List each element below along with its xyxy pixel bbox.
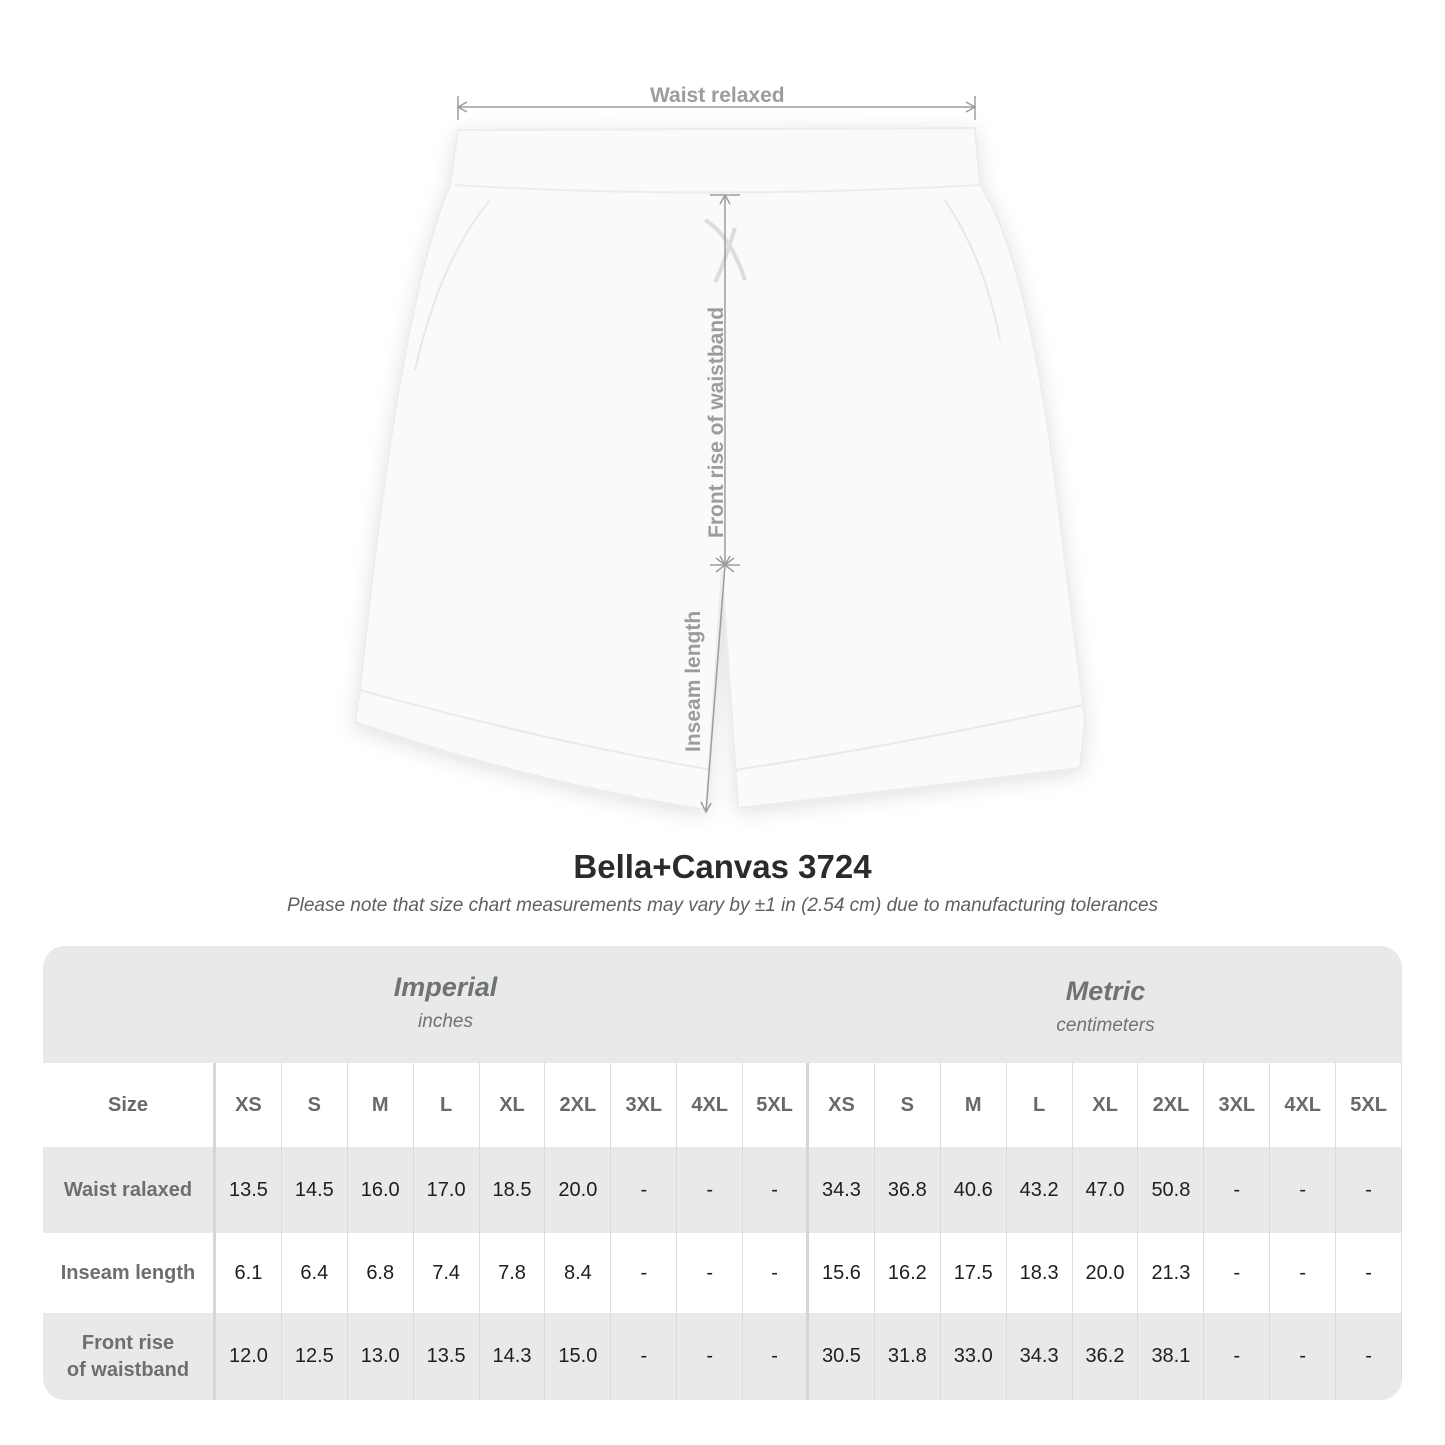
metric-value-cell: 18.3 xyxy=(1007,1233,1073,1313)
imperial-value-cell: 13.5 xyxy=(216,1147,282,1233)
tolerance-note: Please note that size chart measurements… xyxy=(286,895,1159,916)
metric-value-cell: 33.0 xyxy=(941,1313,1007,1400)
metric-size-2xl: 2XL xyxy=(1138,1063,1205,1147)
metric-value-cell: 31.8 xyxy=(875,1313,941,1400)
imperial-size-2xl: 2XL xyxy=(545,1063,612,1147)
imperial-value-cell: 6.8 xyxy=(348,1233,414,1313)
metric-value-cell: - xyxy=(1270,1313,1337,1400)
metric-value-cell: 36.2 xyxy=(1073,1313,1139,1400)
imperial-size-m: M xyxy=(348,1063,414,1147)
metric-value-cell: 36.8 xyxy=(875,1147,941,1233)
metric-size-xs: XS xyxy=(809,1063,875,1147)
metric-value-cell: - xyxy=(1336,1233,1402,1313)
size-header-row: Size XS S M L XL 2XL 3XL 4XL 5XL XS S M L XL 2XL 3XL 4XL 5… xyxy=(43,1063,1402,1147)
inseam-dimension-line xyxy=(700,564,726,814)
table-row: Inseam length 6.1 6.4 6.8 7.4 7.8 8.4- - -15.6 16… xyxy=(43,1233,1402,1313)
metric-value-cell: 47.0 xyxy=(1073,1147,1139,1233)
imperial-value-cell: - xyxy=(677,1147,744,1233)
imperial-value-cell: 12.0 xyxy=(216,1313,282,1400)
metric-size-5xl: 5XL xyxy=(1336,1063,1402,1147)
imperial-size-xl: XL xyxy=(480,1063,546,1147)
inseam-length-label: Inseam length xyxy=(682,610,705,752)
waist-relaxed-label: Waist relaxed xyxy=(650,84,785,107)
imperial-size-xs: XS xyxy=(216,1063,282,1147)
imperial-value-cell: 18.5 xyxy=(480,1147,546,1233)
metric-value-cell: - xyxy=(1270,1147,1337,1233)
metric-title: Metric xyxy=(1065,976,1146,1006)
size-chart-table: Imperial inches Metric centimeters Size X… xyxy=(43,946,1402,1400)
metric-value-cell: 34.3 xyxy=(1007,1313,1073,1400)
metric-size-s: S xyxy=(875,1063,941,1147)
metric-value-cell: 40.6 xyxy=(941,1147,1007,1233)
metric-value-cell: 38.1 xyxy=(1138,1313,1205,1400)
imperial-value-cell: - xyxy=(677,1313,744,1400)
imperial-value-cell: 14.3 xyxy=(480,1313,546,1400)
imperial-value-cell: 20.0 xyxy=(545,1147,612,1233)
imperial-value-cell: 7.4 xyxy=(414,1233,480,1313)
metric-unit: centimeters xyxy=(1056,1015,1155,1036)
waist-dimension-line xyxy=(456,96,977,120)
metric-value-cell: - xyxy=(1336,1313,1402,1400)
metric-value-cell: 17.5 xyxy=(941,1233,1007,1313)
imperial-value-cell: 16.0 xyxy=(348,1147,414,1233)
metric-value-cell: - xyxy=(1204,1233,1271,1313)
metric-value-cell: 21.3 xyxy=(1138,1233,1205,1313)
imperial-value-cell: 12.5 xyxy=(282,1313,348,1400)
imperial-value-cell: - xyxy=(743,1147,810,1233)
imperial-value-cell: - xyxy=(611,1147,678,1233)
imperial-value-cell: 6.1 xyxy=(216,1233,282,1313)
imperial-value-cell: 6.4 xyxy=(282,1233,348,1313)
imperial-size-3xl: 3XL xyxy=(611,1063,678,1147)
imperial-value-cell: 7.8 xyxy=(480,1233,546,1313)
table-row: Front rise of waistband 12.0 12.5 13.0 13.5 1… xyxy=(43,1313,1402,1400)
metric-header: Metric centimeters xyxy=(809,976,1402,1037)
imperial-value-cell: 15.0 xyxy=(545,1313,612,1400)
metric-value-cell: 34.3 xyxy=(809,1147,875,1233)
metric-value-cell: 50.8 xyxy=(1138,1147,1205,1233)
row-label: Waist ralaxed xyxy=(43,1147,216,1233)
metric-size-4xl: 4XL xyxy=(1270,1063,1337,1147)
imperial-value-cell: 14.5 xyxy=(282,1147,348,1233)
imperial-header: Imperial inches xyxy=(216,972,675,1033)
metric-value-cell: 30.5 xyxy=(809,1313,875,1400)
imperial-value-cell: 13.5 xyxy=(414,1313,480,1400)
metric-size-m: M xyxy=(941,1063,1007,1147)
metric-value-cell: - xyxy=(1204,1147,1271,1233)
imperial-value-cell: - xyxy=(611,1233,678,1313)
size-column-label: Size xyxy=(43,1063,216,1147)
metric-size-3xl: 3XL xyxy=(1204,1063,1271,1147)
imperial-value-cell: - xyxy=(677,1233,744,1313)
imperial-size-s: S xyxy=(282,1063,348,1147)
metric-value-cell: 16.2 xyxy=(875,1233,941,1313)
metric-value-cell: - xyxy=(1336,1147,1402,1233)
page-title: Bella+Canvas 3724 xyxy=(573,848,872,885)
imperial-size-l: L xyxy=(414,1063,480,1147)
shorts-illustration xyxy=(353,96,1087,814)
imperial-value-cell: 17.0 xyxy=(414,1147,480,1233)
metric-value-cell: 15.6 xyxy=(809,1233,875,1313)
metric-value-cell: - xyxy=(1270,1233,1337,1313)
front-rise-label: Front rise of waistband xyxy=(705,306,728,538)
imperial-value-cell: 13.0 xyxy=(348,1313,414,1400)
imperial-value-cell: - xyxy=(611,1313,678,1400)
metric-size-xl: XL xyxy=(1073,1063,1139,1147)
imperial-size-4xl: 4XL xyxy=(677,1063,744,1147)
metric-value-cell: - xyxy=(1204,1313,1271,1400)
imperial-unit: inches xyxy=(418,1011,473,1032)
unit-system-header: Imperial inches Metric centimeters xyxy=(43,946,1402,1063)
row-label: Front rise of waistband xyxy=(43,1313,216,1400)
row-label: Inseam length xyxy=(43,1233,216,1313)
metric-size-l: L xyxy=(1007,1063,1073,1147)
imperial-value-cell: - xyxy=(743,1233,810,1313)
imperial-value-cell: 8.4 xyxy=(545,1233,612,1313)
imperial-value-cell: - xyxy=(743,1313,810,1400)
imperial-title: Imperial xyxy=(393,972,498,1002)
table-row: Waist ralaxed 13.5 14.5 16.0 17.0 18.5 20.0- - -… xyxy=(43,1147,1402,1233)
metric-value-cell: 20.0 xyxy=(1073,1233,1139,1313)
imperial-size-5xl: 5XL xyxy=(743,1063,810,1147)
metric-value-cell: 43.2 xyxy=(1007,1147,1073,1233)
